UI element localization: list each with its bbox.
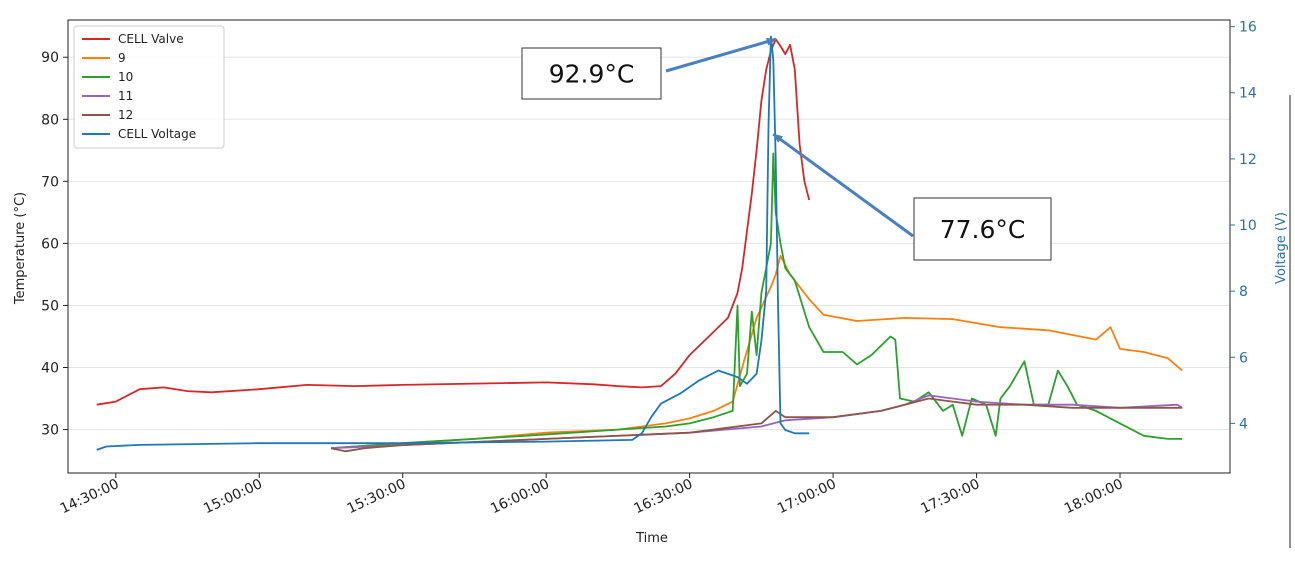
legend-label: 10	[118, 70, 133, 84]
y2-tick-label: 4	[1239, 416, 1248, 432]
y-tick-label: 80	[41, 112, 59, 128]
legend-label: 9	[118, 51, 126, 65]
legend-label: CELL Voltage	[118, 127, 196, 141]
y-tick-label: 30	[41, 423, 59, 439]
legend: CELL Valve 9 10 11 12 CELL Voltage	[73, 25, 225, 149]
y-tick-label: 50	[41, 298, 59, 314]
grid-lines	[68, 56, 1230, 431]
y-axis-title: Temperature (°C)	[13, 192, 28, 305]
series-line-12	[330, 397, 1183, 453]
y-tick-label: 60	[41, 236, 59, 252]
y2-tick-label: 6	[1239, 350, 1248, 366]
plot-frame	[67, 19, 1231, 474]
series-line-cell-voltage	[96, 35, 810, 451]
annotation-label: 92.9°C	[549, 60, 635, 89]
legend-box	[73, 25, 225, 149]
legend-label: CELL Valve	[118, 32, 184, 46]
annotation-label: 77.6°C	[940, 215, 1026, 244]
y-tick-label: 40	[41, 361, 59, 377]
y2-tick-label: 16	[1239, 20, 1257, 36]
series-line-cell-valve	[96, 38, 811, 406]
y2-tick-label: 14	[1239, 86, 1257, 102]
legend-label: 11	[118, 89, 133, 103]
x-axis-title: Time	[635, 531, 668, 546]
y-tick-label: 90	[41, 50, 59, 66]
y2-tick-label: 8	[1239, 284, 1248, 300]
y2-tick-label: 10	[1239, 218, 1257, 234]
y-tick-label: 70	[41, 174, 59, 190]
legend-label: 12	[118, 108, 133, 122]
annotation-arrow	[772, 132, 914, 238]
y2-tick-label: 12	[1239, 152, 1257, 168]
annotation-arrow	[665, 37, 777, 73]
annotation-box	[913, 197, 1052, 261]
y2-axis-title: Voltage (V)	[1274, 212, 1289, 284]
annotation-box	[521, 47, 662, 100]
series-layer	[96, 35, 1183, 453]
annotations: 92.9°C 77.6°C	[521, 37, 1052, 261]
